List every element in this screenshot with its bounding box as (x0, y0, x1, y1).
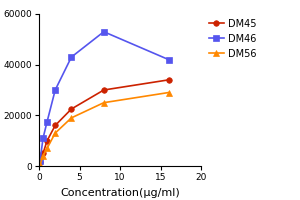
DM56 (38, 164, 42, 166)
DM46 (41, 137, 45, 139)
DM56 (41, 155, 45, 157)
DM46 (38, 160, 42, 162)
DM56 (45, 147, 49, 149)
DM45 (70, 108, 73, 110)
Legend: DM45, DM46, DM56: DM45, DM46, DM56 (209, 19, 256, 59)
DM46 (45, 120, 49, 123)
DM45 (102, 89, 106, 91)
DM56 (167, 91, 170, 94)
DM56 (53, 132, 57, 134)
DM56 (70, 117, 73, 119)
DM45 (38, 161, 42, 163)
DM46 (102, 31, 106, 33)
Line: DM45: DM45 (37, 77, 171, 165)
DM45 (53, 124, 57, 127)
DM45 (45, 139, 49, 142)
DM45 (167, 79, 170, 81)
DM45 (41, 152, 45, 155)
DM46 (70, 56, 73, 58)
Line: DM46: DM46 (37, 29, 171, 164)
X-axis label: Concentration(μg/ml): Concentration(μg/ml) (60, 188, 180, 198)
Line: DM56: DM56 (37, 90, 171, 168)
DM46 (167, 58, 170, 61)
DM56 (102, 101, 106, 104)
DM46 (53, 89, 57, 91)
